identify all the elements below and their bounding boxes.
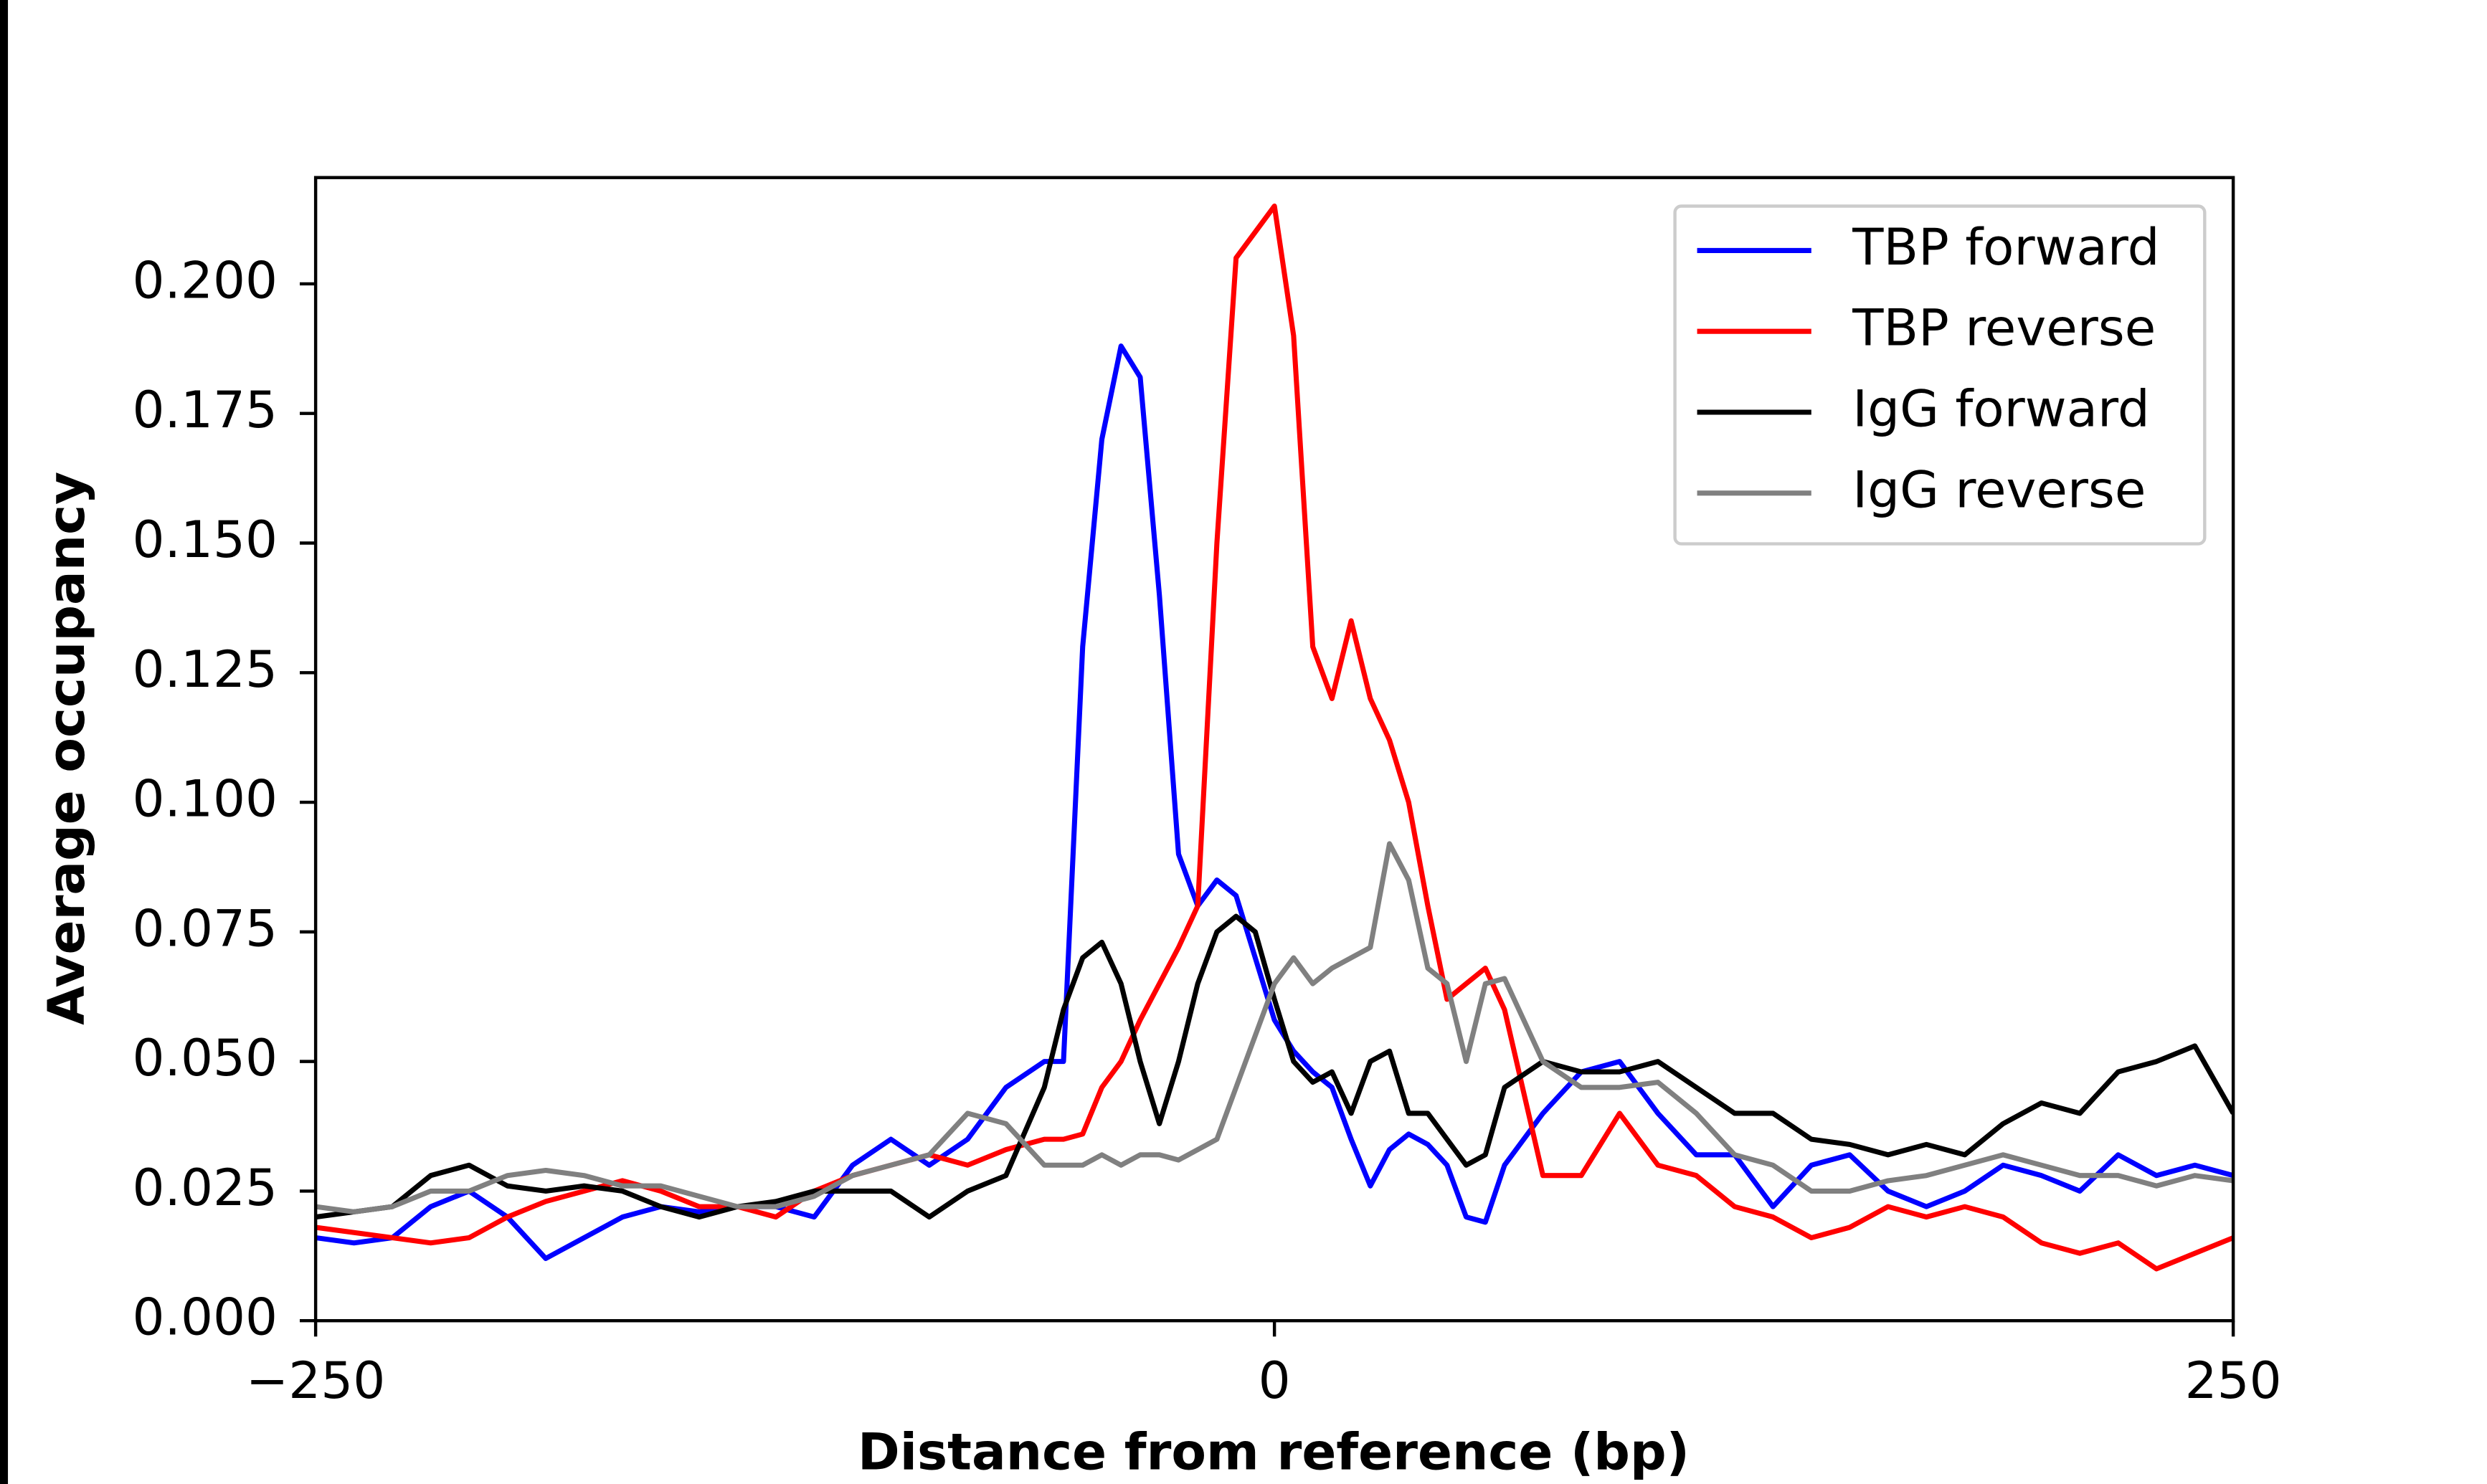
legend-box <box>1673 204 2207 546</box>
y-tick-label: 0.125 <box>132 639 278 699</box>
y-tick-label: 0.025 <box>132 1158 278 1217</box>
legend-label: IgG forward <box>1852 379 2149 439</box>
x-tick-label: 250 <box>2185 1351 2282 1410</box>
plot-frame <box>313 176 2235 1323</box>
legend-label: TBP reverse <box>1852 298 2156 358</box>
x-axis-label: Distance from reference (bp) <box>858 1422 1690 1482</box>
y-tick-label: 0.000 <box>132 1288 278 1347</box>
series-line <box>316 913 2234 1220</box>
x-tick-label: 0 <box>1259 1351 1291 1410</box>
legend-label: IgG reverse <box>1852 460 2146 519</box>
legend-label: TBP forward <box>1852 217 2159 277</box>
y-tick-label: 0.050 <box>132 1028 278 1088</box>
x-tick-label: −250 <box>246 1351 385 1410</box>
y-tick-label: 0.200 <box>132 250 278 310</box>
series-line <box>316 841 2234 1214</box>
series-line <box>316 343 2234 1261</box>
series-line <box>316 203 2234 1272</box>
y-tick-label: 0.175 <box>132 380 278 439</box>
y-axis-label: Average occupancy <box>37 472 96 1025</box>
y-tick-label: 0.100 <box>132 769 278 829</box>
y-tick-label: 0.075 <box>132 898 278 958</box>
y-tick-label: 0.150 <box>132 510 278 569</box>
window-edge <box>0 0 9 1484</box>
